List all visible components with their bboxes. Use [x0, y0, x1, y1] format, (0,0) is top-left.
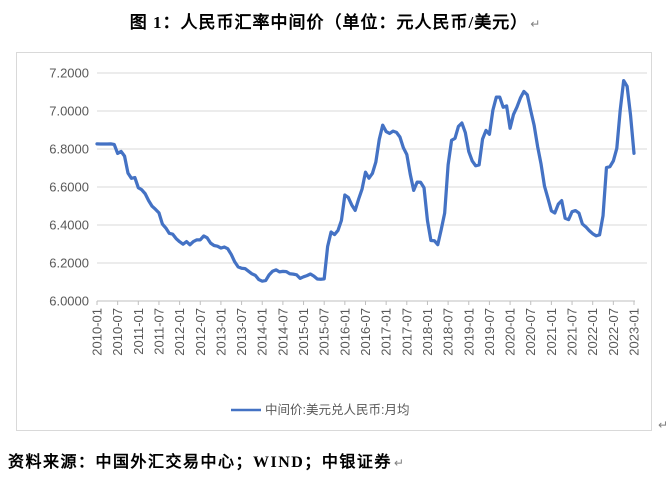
figure-title: 图 1：人民币汇率中间价（单位：元人民币/美元） ↵ — [0, 8, 670, 33]
x-tick-label: 2023-01 — [627, 308, 642, 356]
chart-legend: 中间价:美元兑人民币:月均 — [231, 402, 409, 417]
x-tick-label: 2015-07 — [317, 308, 332, 356]
x-tick-label: 2012-07 — [193, 308, 208, 356]
x-tick-label: 2020-07 — [523, 308, 538, 356]
paragraph-mark-icon: ↵ — [530, 17, 541, 31]
x-tick-label: 2019-07 — [482, 308, 497, 356]
exchange-rate-chart: 6.0000 6.2000 6.4000 6.6000 6.8000 7.0000 7.20… — [16, 52, 652, 431]
x-tick-label: 2022-01 — [585, 308, 600, 356]
x-tick-label: 2018-07 — [441, 308, 456, 356]
x-tick-label: 2021-07 — [565, 308, 580, 356]
x-tick-label: 2013-07 — [234, 308, 249, 356]
x-tick-label: 2016-07 — [358, 308, 373, 356]
x-tick-label: 2014-01 — [255, 308, 270, 356]
x-tick-label: 2015-01 — [296, 308, 311, 356]
y-tick-label: 6.6000 — [49, 180, 89, 195]
y-tick-label: 6.2000 — [49, 256, 89, 271]
y-tick-label: 6.4000 — [49, 218, 89, 233]
x-tick-label: 2010-01 — [90, 308, 105, 356]
x-tick-label: 2018-01 — [420, 308, 435, 356]
gridlines — [97, 72, 647, 264]
x-tick-label: 2017-07 — [399, 308, 414, 356]
x-tick-label: 2014-07 — [275, 308, 290, 356]
x-tick-label: 2012-01 — [172, 308, 187, 356]
x-tick-label: 2011-07 — [151, 308, 166, 355]
x-tick-label: 2022-07 — [606, 308, 621, 356]
x-tick-label: 2019-01 — [461, 308, 476, 356]
source-text: 资料来源：中国外汇交易中心；WIND；中银证券 — [8, 454, 392, 471]
figure-title-text: 图 1：人民币汇率中间价（单位：元人民币/美元） — [129, 13, 529, 32]
x-tick-label: 2011-01 — [131, 308, 146, 355]
y-axis-labels: 6.0000 6.2000 6.4000 6.6000 6.8000 7.0000 7.20… — [49, 66, 89, 309]
y-tick-label: 6.8000 — [49, 142, 89, 157]
y-tick-label: 7.2000 — [49, 66, 89, 81]
x-tick-label: 2017-01 — [379, 308, 394, 356]
y-tick-label: 6.0000 — [49, 294, 89, 309]
x-tick-label: 2016-01 — [337, 308, 352, 356]
x-axis — [96, 300, 635, 305]
paragraph-mark-icon: ↵ — [393, 456, 404, 470]
legend-label: 中间价:美元兑人民币:月均 — [265, 402, 409, 417]
paragraph-mark-icon: ↵ — [658, 418, 669, 432]
x-tick-label: 2020-01 — [503, 308, 518, 356]
y-tick-label: 7.0000 — [49, 104, 89, 119]
data-series-line — [95, 78, 636, 283]
x-tick-label: 2021-01 — [544, 308, 559, 356]
x-axis-labels: 2010-01 2010-07 2011-01 2011-07 2012-01 2012-… — [90, 308, 642, 356]
source-note: 资料来源：中国外汇交易中心；WIND；中银证券 ↵ — [8, 448, 404, 472]
line-chart-canvas: 6.0000 6.2000 6.4000 6.6000 6.8000 7.0000 7.20… — [49, 66, 647, 417]
x-tick-label: 2013-01 — [213, 308, 228, 356]
x-tick-label: 2010-07 — [110, 308, 125, 356]
